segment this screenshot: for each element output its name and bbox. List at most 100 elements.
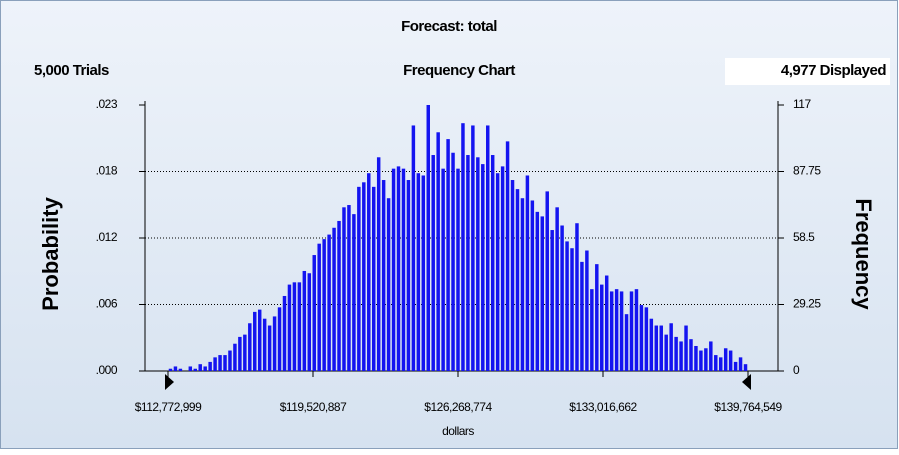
bar [609,291,614,371]
x-tick-label: $126,268,774 [424,400,492,414]
bar [535,211,540,371]
bar [709,341,713,371]
bar [367,173,371,371]
bar [580,261,584,371]
bar [352,214,356,371]
bar [426,105,430,371]
bar [292,282,297,371]
bar [649,318,654,371]
bar [684,325,688,371]
bar [357,186,361,371]
bar [476,157,480,371]
bar [481,164,485,371]
y-axis-label: Probability [38,196,63,310]
y-tick-label: .012 [96,230,118,244]
bar [495,173,500,371]
bar [619,291,624,371]
bar [347,205,351,371]
bar [614,289,619,371]
trials: 5,000 Trials [34,62,109,79]
bar [362,182,366,371]
bar [704,348,708,371]
bar [560,225,564,371]
bar [322,239,326,371]
bar [565,241,569,371]
bar [312,255,316,371]
bar [287,284,292,371]
bar [471,125,475,371]
bar [188,366,193,371]
bar [376,157,381,371]
bar [555,207,559,371]
displayed: 4,977 Displayed [781,62,886,79]
bar [624,314,629,371]
bar [203,366,207,371]
bar [342,207,346,371]
bar [530,200,535,371]
bar [461,123,465,371]
bar [570,248,574,371]
bar [371,186,376,371]
bar [391,168,396,371]
bar [694,345,698,371]
bar [262,318,267,371]
bar [411,125,416,371]
bar [525,175,530,371]
bar [223,355,227,371]
y2-tick-label: 87.75 [793,164,821,178]
bar [253,311,257,371]
bar [198,364,202,371]
y2-axis-label: Frequency [851,198,876,310]
bar [674,336,678,371]
y2-tick-label: 117 [793,97,811,111]
y-tick-label: .006 [96,297,118,311]
bar [233,343,237,371]
right-marker [742,374,751,390]
bar [679,341,683,371]
y-tick-label: .018 [96,164,118,178]
bar [585,250,589,371]
bar [689,339,693,371]
bar [436,132,440,371]
bar [431,155,435,371]
bar [590,289,594,371]
bar [490,155,495,371]
x-tick-label: $139,764,549 [714,400,782,414]
left-marker [165,374,174,390]
bar [208,361,212,371]
bar [733,361,738,371]
bar [714,355,718,371]
bar [451,152,455,371]
bar [282,295,287,371]
bar [178,368,183,371]
bar [505,141,510,371]
bar [699,350,703,371]
bar [257,309,262,371]
x-tick-label: $119,520,887 [280,400,347,414]
bar [168,368,173,371]
bar [738,357,743,371]
bar [277,307,282,371]
bar [297,282,302,371]
y2-tick-label: 29.25 [793,297,821,311]
bar [723,348,728,371]
y-tick-label: .023 [96,97,118,111]
bar [396,166,401,371]
bar [669,323,673,371]
bar [238,336,242,371]
bar [719,357,723,371]
x-tick-label: $112,772,999 [135,400,202,414]
bar [644,307,649,371]
bar [173,366,178,371]
bar [510,180,515,371]
bar [604,275,609,371]
bar [659,325,663,371]
bar [446,139,450,371]
bar [515,189,520,371]
bar [486,125,490,371]
bar [386,198,391,371]
bar [267,325,272,371]
bar [381,180,386,371]
bar [302,270,307,371]
bar [654,325,659,371]
